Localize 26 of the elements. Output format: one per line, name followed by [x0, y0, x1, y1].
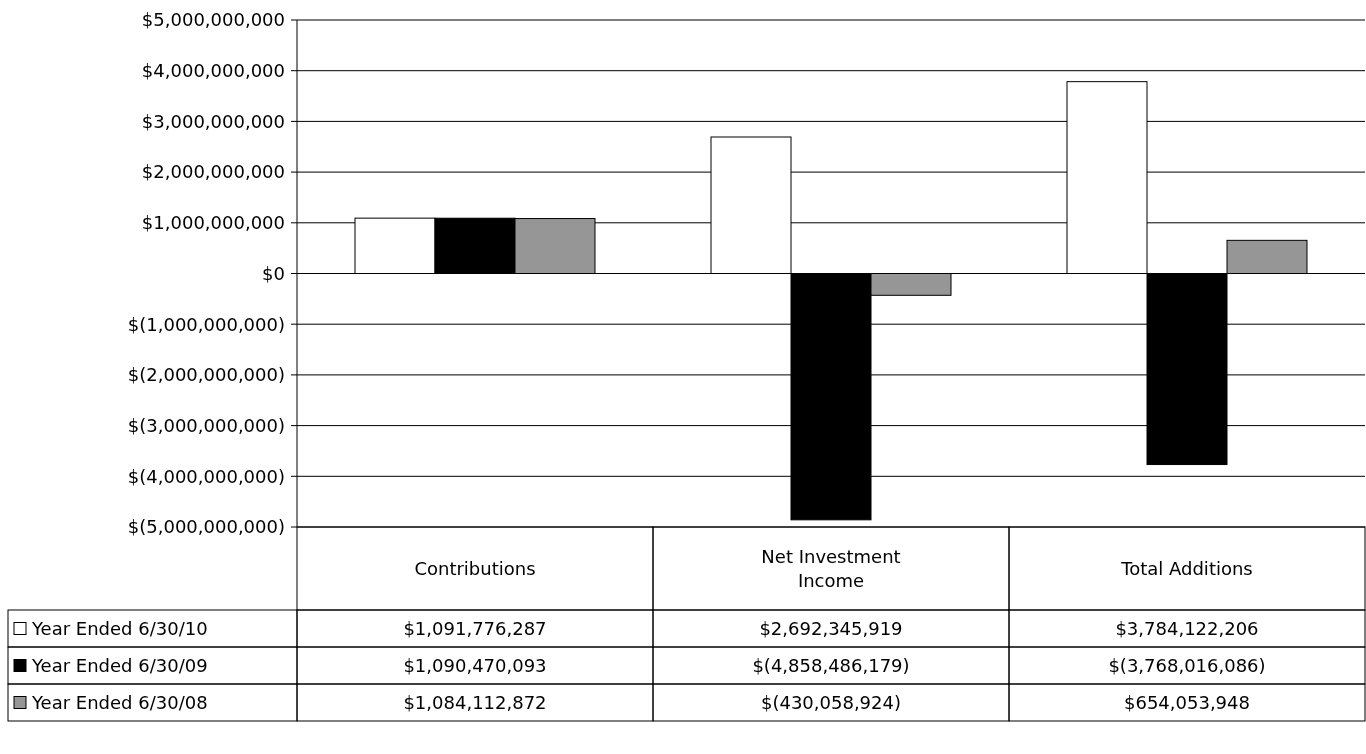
data-label: $(3,768,016,086) [1108, 654, 1266, 676]
data-label: $1,084,112,872 [403, 691, 547, 713]
data-label: $1,090,470,093 [403, 654, 547, 676]
y-tick-label: $(4,000,000,000) [127, 465, 285, 487]
x-tick-label: Net Investment Income [761, 545, 901, 591]
y-tick-label: $0 [262, 262, 285, 284]
y-tick-label: $(1,000,000,000) [127, 313, 285, 335]
y-tick-label: $(2,000,000,000) [127, 364, 285, 386]
x-tick-label: Contributions [414, 557, 536, 579]
data-label: $1,091,776,287 [403, 617, 547, 639]
data-label: $2,692,345,919 [759, 617, 903, 639]
y-tick-label: $5,000,000,000 [141, 9, 285, 31]
legend-label: Year Ended 6/30/09 [31, 654, 208, 676]
y-tick-label: $(5,000,000,000) [127, 516, 285, 538]
data-label: $(430,058,924) [760, 691, 902, 713]
y-tick-label: $1,000,000,000 [141, 212, 285, 234]
data-label: $654,053,948 [1124, 691, 1250, 713]
x-tick-label: Total Additions [1120, 557, 1253, 579]
legend-label: Year Ended 6/30/10 [31, 617, 208, 639]
y-tick-label: $3,000,000,000 [141, 110, 285, 132]
legend-label: Year Ended 6/30/08 [31, 691, 208, 713]
y-tick-label: $2,000,000,000 [141, 161, 285, 183]
y-tick-label: $(3,000,000,000) [127, 414, 285, 436]
data-label: $3,784,122,206 [1115, 617, 1259, 639]
data-label: $(4,858,486,179) [752, 654, 910, 676]
y-tick-label: $4,000,000,000 [141, 60, 285, 81]
